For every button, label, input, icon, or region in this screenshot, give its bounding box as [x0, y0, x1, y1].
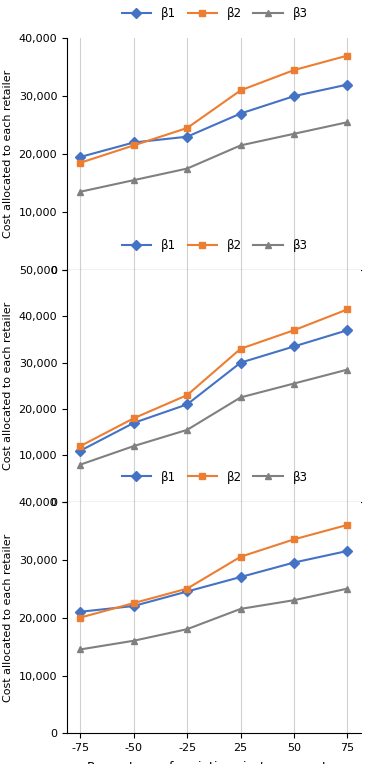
- β1: [78, 152, 83, 161]
- β1: [78, 446, 83, 455]
- β3: [78, 645, 83, 654]
- β2: [238, 86, 243, 95]
- β1: [238, 358, 243, 367]
- Text: Fig 5.  Effect of changes in $I_c$ on $\beta$: Fig 5. Effect of changes in $I_c$ on $\b…: [114, 358, 314, 375]
- β1: [185, 132, 189, 141]
- β1: [292, 342, 296, 351]
- β1: [185, 400, 189, 409]
- β3: [345, 584, 350, 593]
- Line: β1: β1: [77, 327, 351, 454]
- β3: [185, 164, 189, 173]
- β3: [78, 460, 83, 469]
- β1: [345, 80, 350, 89]
- β1: [292, 558, 296, 567]
- β1: [238, 109, 243, 118]
- β2: [185, 584, 189, 593]
- β2: [238, 344, 243, 353]
- Y-axis label: Cost allocated to each retailer: Cost allocated to each retailer: [3, 302, 13, 470]
- β3: [345, 118, 350, 127]
- β2: [185, 124, 189, 133]
- X-axis label: Percentage of variations in $I_c$ parameter: Percentage of variations in $I_c$ parame…: [87, 295, 340, 312]
- Line: β1: β1: [77, 548, 351, 615]
- β3: [132, 176, 136, 185]
- β3: [238, 604, 243, 613]
- β2: [292, 66, 296, 75]
- Line: β3: β3: [77, 585, 351, 653]
- β1: [238, 572, 243, 581]
- β1: [345, 546, 350, 555]
- Line: β1: β1: [77, 81, 351, 160]
- Legend: β1, β2, β3: β1, β2, β3: [117, 466, 312, 488]
- Line: β2: β2: [77, 306, 351, 449]
- β1: [78, 607, 83, 617]
- Y-axis label: Cost allocated to each retailer: Cost allocated to each retailer: [3, 70, 13, 238]
- X-axis label: Percentage of variations in $D_i$ parameter: Percentage of variations in $D_i$ parame…: [86, 527, 342, 544]
- β3: [345, 365, 350, 374]
- Text: Fig 6.  Effect of changes in $D_i$ on $\beta$: Fig 6. Effect of changes in $D_i$ on $\b…: [112, 590, 315, 607]
- β3: [132, 442, 136, 451]
- β3: [185, 624, 189, 633]
- Legend: β1, β2, β3: β1, β2, β3: [117, 234, 312, 257]
- β3: [292, 379, 296, 388]
- β2: [345, 51, 350, 60]
- Line: β2: β2: [77, 52, 351, 167]
- β1: [292, 92, 296, 101]
- β1: [185, 587, 189, 596]
- Line: β3: β3: [77, 118, 351, 196]
- Line: β2: β2: [77, 521, 351, 621]
- β3: [132, 636, 136, 646]
- β2: [345, 520, 350, 529]
- Legend: β1, β2, β3: β1, β2, β3: [117, 2, 312, 25]
- β3: [185, 426, 189, 435]
- β2: [132, 413, 136, 422]
- β2: [292, 325, 296, 335]
- Y-axis label: Cost allocated to each retailer: Cost allocated to each retailer: [3, 533, 13, 701]
- β3: [238, 393, 243, 402]
- β1: [132, 138, 136, 147]
- β2: [345, 305, 350, 314]
- β2: [132, 598, 136, 607]
- β2: [78, 613, 83, 622]
- β3: [238, 141, 243, 150]
- X-axis label: Percentage of variations in $t_0$ parameter: Percentage of variations in $t_0$ parame…: [86, 759, 341, 764]
- Line: β3: β3: [77, 366, 351, 468]
- β2: [292, 535, 296, 544]
- β2: [78, 442, 83, 451]
- β3: [292, 596, 296, 605]
- β2: [238, 552, 243, 562]
- β2: [78, 158, 83, 167]
- β3: [78, 187, 83, 196]
- β1: [132, 419, 136, 428]
- β3: [292, 129, 296, 138]
- β1: [345, 325, 350, 335]
- β2: [185, 390, 189, 400]
- β1: [132, 601, 136, 610]
- β2: [132, 141, 136, 150]
